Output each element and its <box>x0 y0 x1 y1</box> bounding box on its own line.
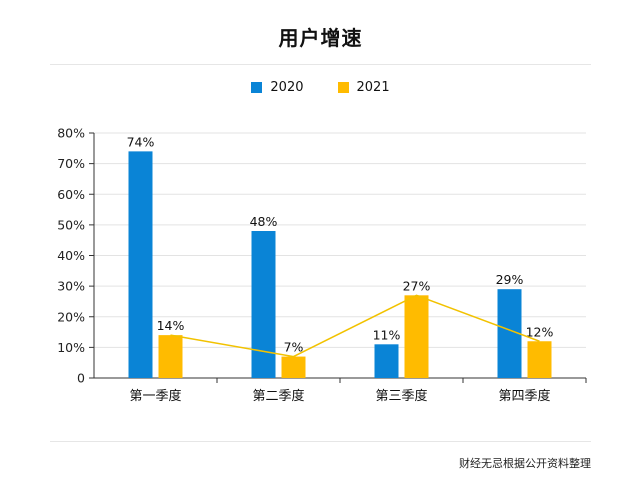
bar-2021-3 <box>404 295 429 378</box>
data-label-2021-2: 7% <box>284 340 304 355</box>
y-tick-label: 10% <box>57 340 85 355</box>
bar-2020-1 <box>128 151 153 378</box>
bottom-divider <box>50 441 591 442</box>
x-category-label: 第三季度 <box>375 388 427 404</box>
data-label-2021-4: 12% <box>526 324 554 339</box>
y-tick-label: 50% <box>57 217 85 232</box>
data-label-2021-1: 14% <box>157 318 185 333</box>
y-tick-label: 60% <box>57 187 85 202</box>
y-tick-label: 20% <box>57 309 85 324</box>
y-tick-label: 40% <box>57 248 85 263</box>
data-label-2021-3: 27% <box>403 278 431 293</box>
chart-title: 用户增速 <box>278 26 363 50</box>
legend-label-2020: 2020 <box>270 80 304 95</box>
legend-swatch-2020 <box>251 82 263 93</box>
legend-label-2021: 2021 <box>356 80 390 95</box>
top-divider <box>50 64 591 65</box>
y-tick-label: 70% <box>57 156 85 171</box>
legend: 2020 2021 <box>0 80 641 95</box>
bar-2020-3 <box>374 344 399 378</box>
data-label-2020-3: 11% <box>373 327 401 342</box>
legend-item-2021: 2021 <box>337 80 390 95</box>
y-tick-label: 0 <box>77 371 85 386</box>
data-label-2020-2: 48% <box>250 214 278 229</box>
data-label-2020-4: 29% <box>496 272 524 287</box>
y-tick-label: 30% <box>57 279 85 294</box>
bar-2021-2 <box>281 356 306 378</box>
bar-2021-1 <box>158 335 183 378</box>
y-tick-label: 80% <box>57 126 85 141</box>
legend-item-2020: 2020 <box>251 80 304 95</box>
x-category-label: 第二季度 <box>252 388 304 404</box>
bar-2020-2 <box>251 231 276 378</box>
source-note: 财经无忌根据公开资料整理 <box>459 457 591 470</box>
bar-2021-4 <box>527 341 552 378</box>
data-label-2020-1: 74% <box>127 134 155 149</box>
x-category-label: 第四季度 <box>498 388 550 404</box>
legend-swatch-2021 <box>337 82 349 93</box>
trend-line-2021 <box>170 294 540 358</box>
x-category-label: 第一季度 <box>129 388 181 404</box>
